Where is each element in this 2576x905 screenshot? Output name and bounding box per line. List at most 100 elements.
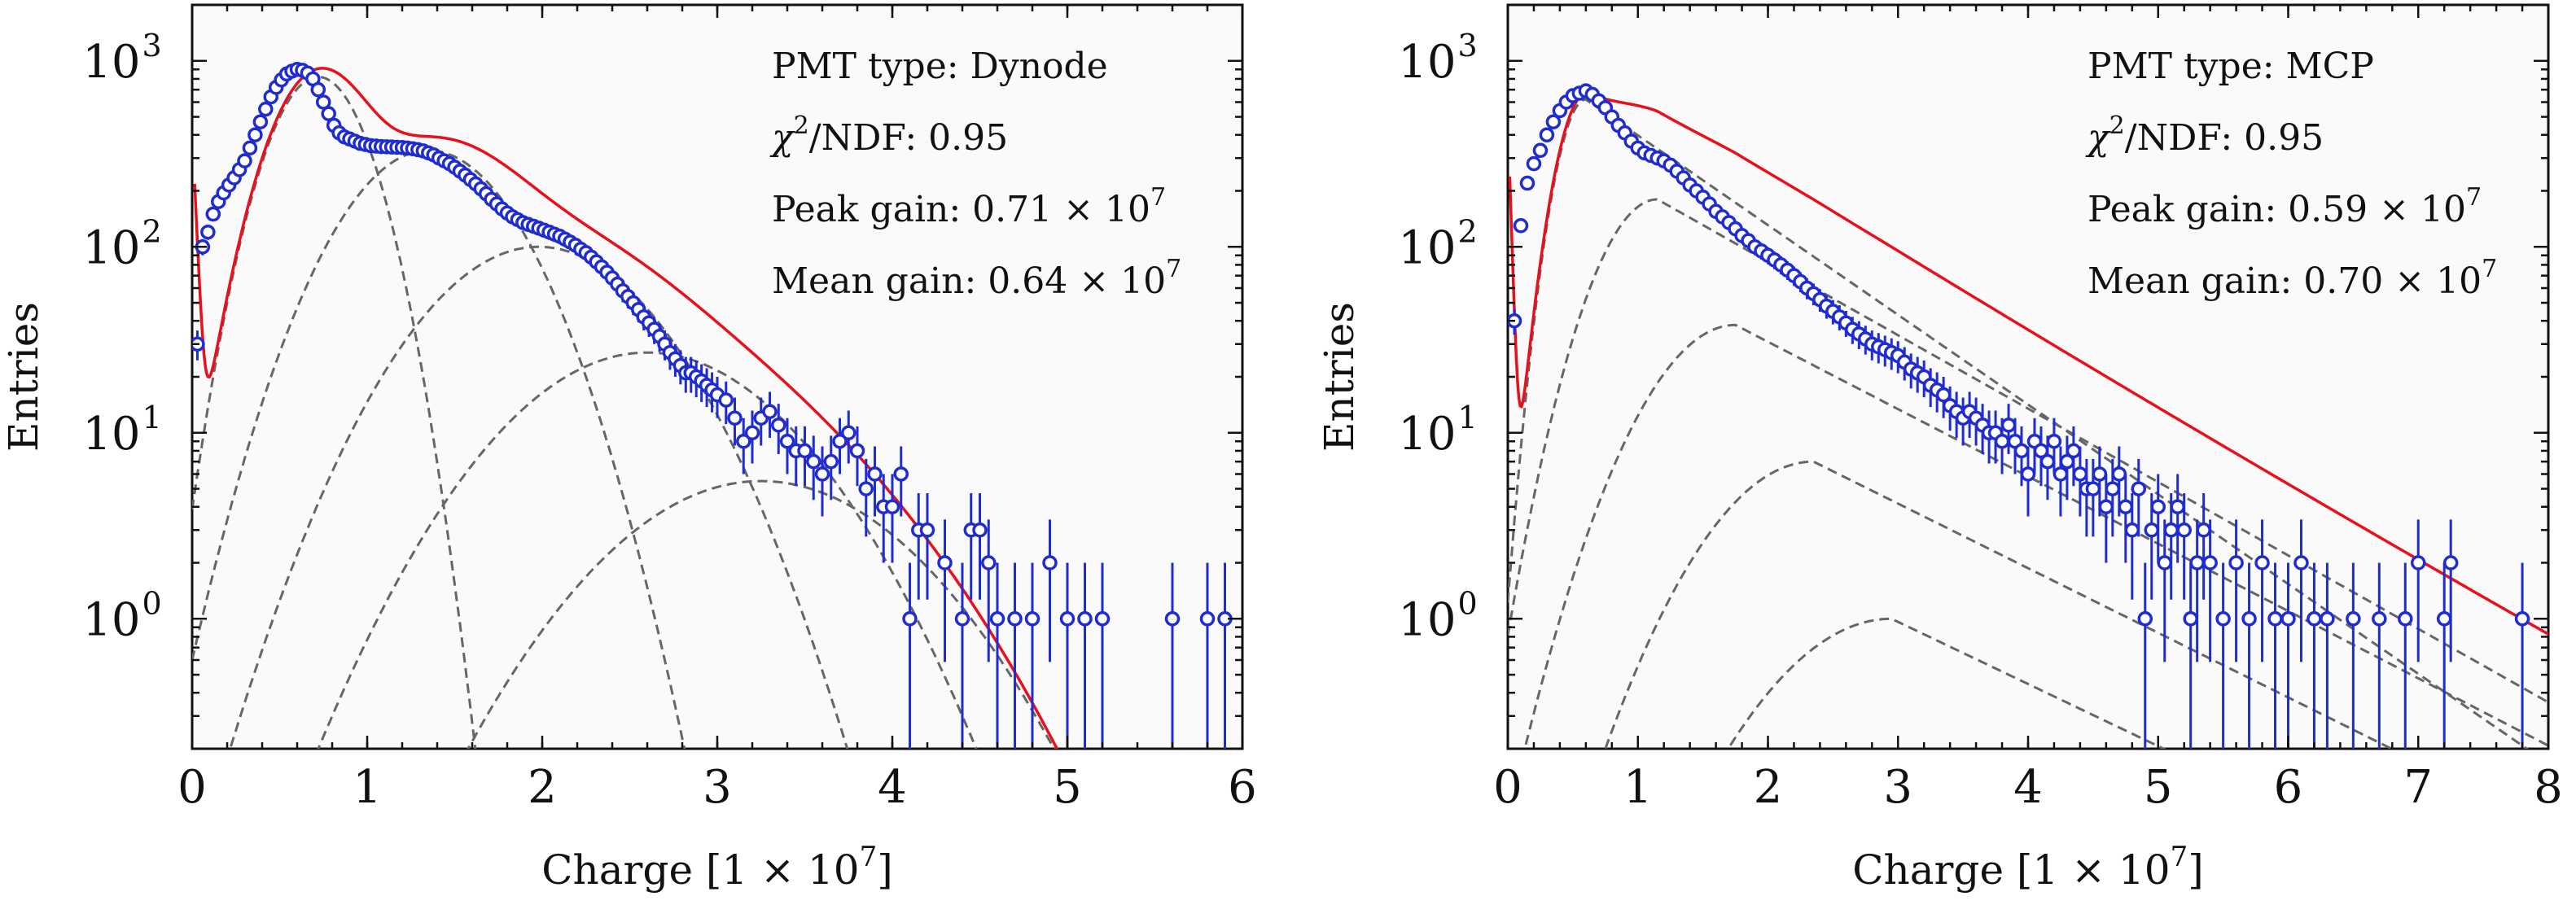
data-point [849, 443, 865, 459]
fit-component-5 [1726, 617, 2167, 749]
data-point [2118, 499, 2134, 514]
data-point [2267, 611, 2283, 627]
data-point [832, 433, 848, 449]
y-tick-label: 103 [1398, 28, 1477, 89]
data-point [2131, 481, 2147, 496]
data-point [744, 425, 760, 441]
annotation-line-4: Mean gain: 0.70 × 107 [2088, 255, 2497, 302]
annotation-line-2: χ2/NDF: 0.95 [769, 111, 1008, 159]
annotation-line-3: Peak gain: 0.71 × 107 [772, 183, 1166, 230]
data-point [1539, 127, 1555, 142]
x-tick-label: 5 [2144, 761, 2173, 814]
annotation-superscript: 7 [2466, 183, 2482, 212]
x-tick-label: 3 [703, 761, 732, 814]
data-point [954, 611, 970, 627]
x-tick-label: 5 [1053, 761, 1082, 814]
data-point [1042, 555, 1058, 571]
x-axis-label-exponent: 7 [860, 841, 878, 873]
data-point [867, 466, 883, 482]
fit-component-4 [317, 351, 978, 749]
y-tick-label: 100 [1398, 585, 1477, 646]
data-point [1077, 611, 1093, 627]
y-tick-exponent: 1 [142, 400, 162, 435]
x-tick-label: 0 [177, 761, 207, 814]
data-point [2039, 453, 2056, 470]
data-point [2144, 522, 2160, 538]
data-point [1094, 611, 1111, 627]
data-point [2442, 555, 2459, 571]
x-tick-label: 4 [2013, 761, 2043, 814]
y-tick-exponent: 3 [1458, 28, 1478, 63]
data-point [2183, 611, 2198, 627]
data-point [237, 153, 252, 168]
plot-contents [1508, 83, 2548, 749]
data-point [771, 418, 786, 433]
annotation-line-1: PMT type: MCP [2088, 46, 2374, 87]
annotation-text: Peak gain: 0.59 × 10 [2088, 189, 2466, 230]
data-point [2241, 611, 2257, 627]
data-point [2176, 522, 2192, 538]
y-tick-label: 102 [82, 213, 161, 274]
x-axis-label: Charge [1 × 107] [541, 841, 892, 894]
x-tick-label: 6 [1228, 761, 1257, 814]
y-tick-label: 102 [1398, 213, 1477, 274]
data-point [1513, 217, 1529, 234]
annotation-superscript: 7 [2482, 255, 2497, 283]
x-tick-label: 0 [1493, 761, 1522, 814]
data-point [321, 106, 336, 121]
data-point [1545, 114, 1562, 129]
data-point [310, 81, 326, 98]
fit-component-5 [467, 479, 1056, 749]
fit-component-3 [1523, 323, 2548, 749]
data-point [2436, 611, 2452, 627]
data-point [200, 224, 216, 240]
data-point [2092, 466, 2108, 482]
annotation-superscript: 2 [794, 111, 809, 140]
fit-component-2 [1508, 198, 2548, 704]
y-axis-label: Entries [1316, 302, 1363, 452]
annotation-text: Peak gain: 0.71 × 10 [772, 189, 1150, 230]
data-point [718, 392, 734, 408]
x-tick-label: 7 [2403, 761, 2433, 814]
y-tick-exponent: 0 [1458, 585, 1478, 621]
data-point [727, 410, 743, 426]
y-tick-exponent: 3 [142, 28, 162, 63]
data-point [2157, 555, 2172, 571]
y-tick-label: 101 [1398, 400, 1477, 461]
data-point [2170, 499, 2185, 514]
data-point [2411, 555, 2426, 571]
annotation-superscript: 7 [1166, 255, 1181, 283]
annotation-superscript: 2 [2109, 111, 2125, 140]
y-tick-exponent: 1 [1458, 400, 1478, 435]
fit-total-curve [193, 67, 1059, 749]
data-point [248, 127, 263, 142]
data-point [252, 114, 269, 129]
data-point [806, 453, 821, 470]
data-point [2111, 466, 2127, 482]
data-point [242, 140, 258, 156]
y-tick-exponent: 0 [142, 585, 162, 621]
data-point [2137, 611, 2153, 627]
data-point [736, 433, 751, 449]
data-point [2372, 611, 2387, 627]
data-point [797, 443, 813, 459]
data-point [2514, 611, 2530, 627]
data-point [2072, 466, 2088, 482]
data-point [2000, 418, 2017, 433]
data-point [2398, 611, 2413, 627]
data-point [989, 611, 1005, 627]
data-point [2085, 481, 2101, 496]
data-point [205, 206, 221, 222]
data-point [884, 499, 900, 514]
data-point [2066, 443, 2082, 459]
x-tick-label: 6 [2274, 761, 2303, 814]
x-tick-label: 2 [1754, 761, 1783, 814]
x-tick-label: 8 [2534, 761, 2563, 814]
data-point [2124, 522, 2140, 538]
data-point [972, 522, 988, 538]
data-point [2013, 443, 2030, 459]
x-axis-label-close: ] [877, 846, 893, 894]
data-point [2280, 611, 2296, 627]
